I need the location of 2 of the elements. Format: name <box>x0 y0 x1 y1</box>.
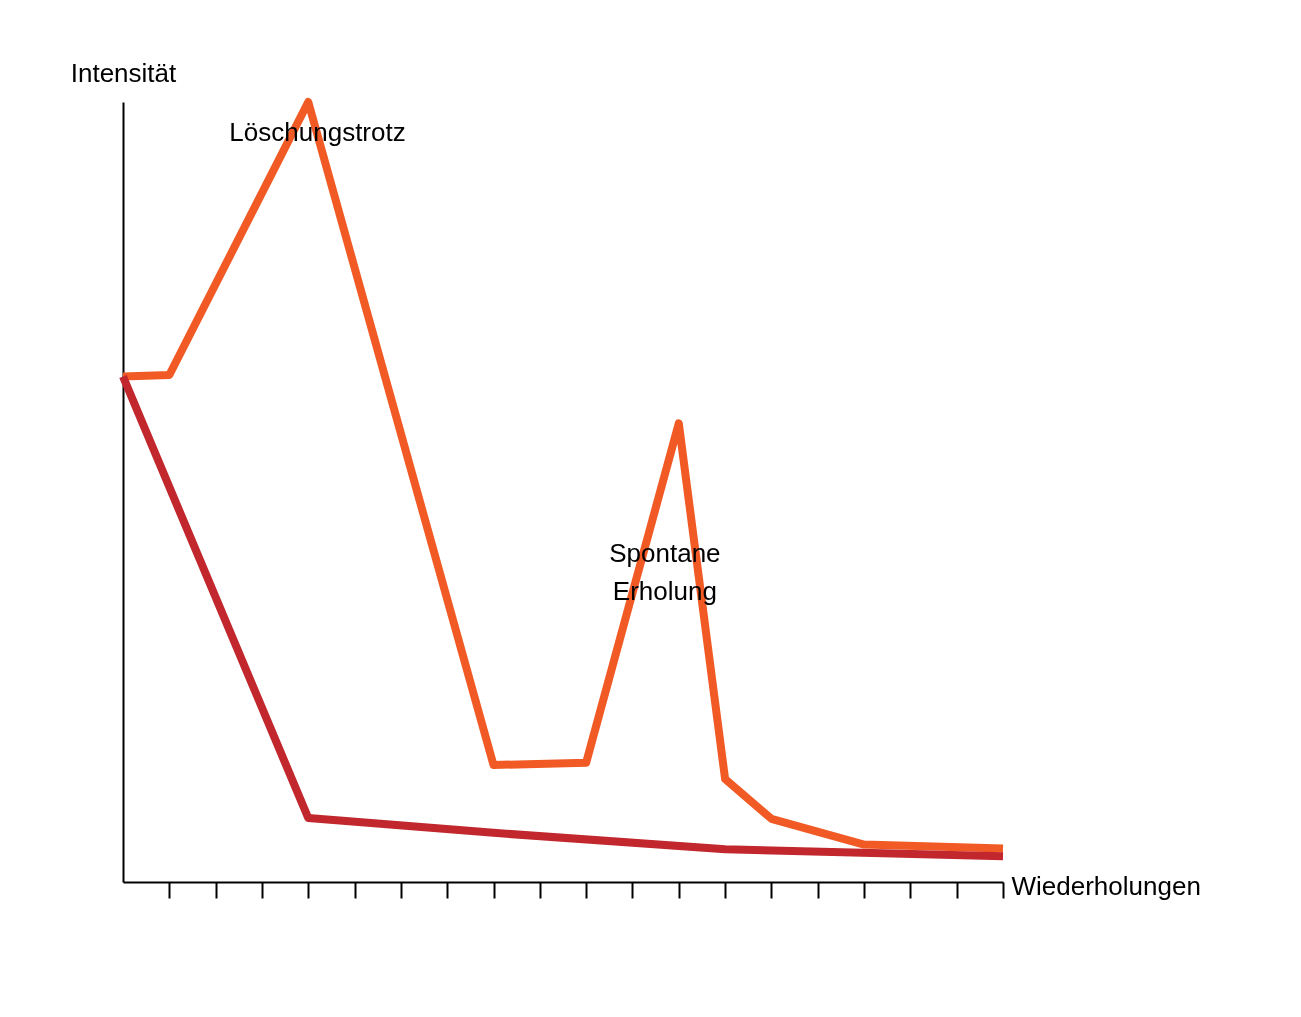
x-axis-title: Wiederholungen <box>1011 870 1201 901</box>
y-axis-title: Intensität <box>70 57 178 88</box>
